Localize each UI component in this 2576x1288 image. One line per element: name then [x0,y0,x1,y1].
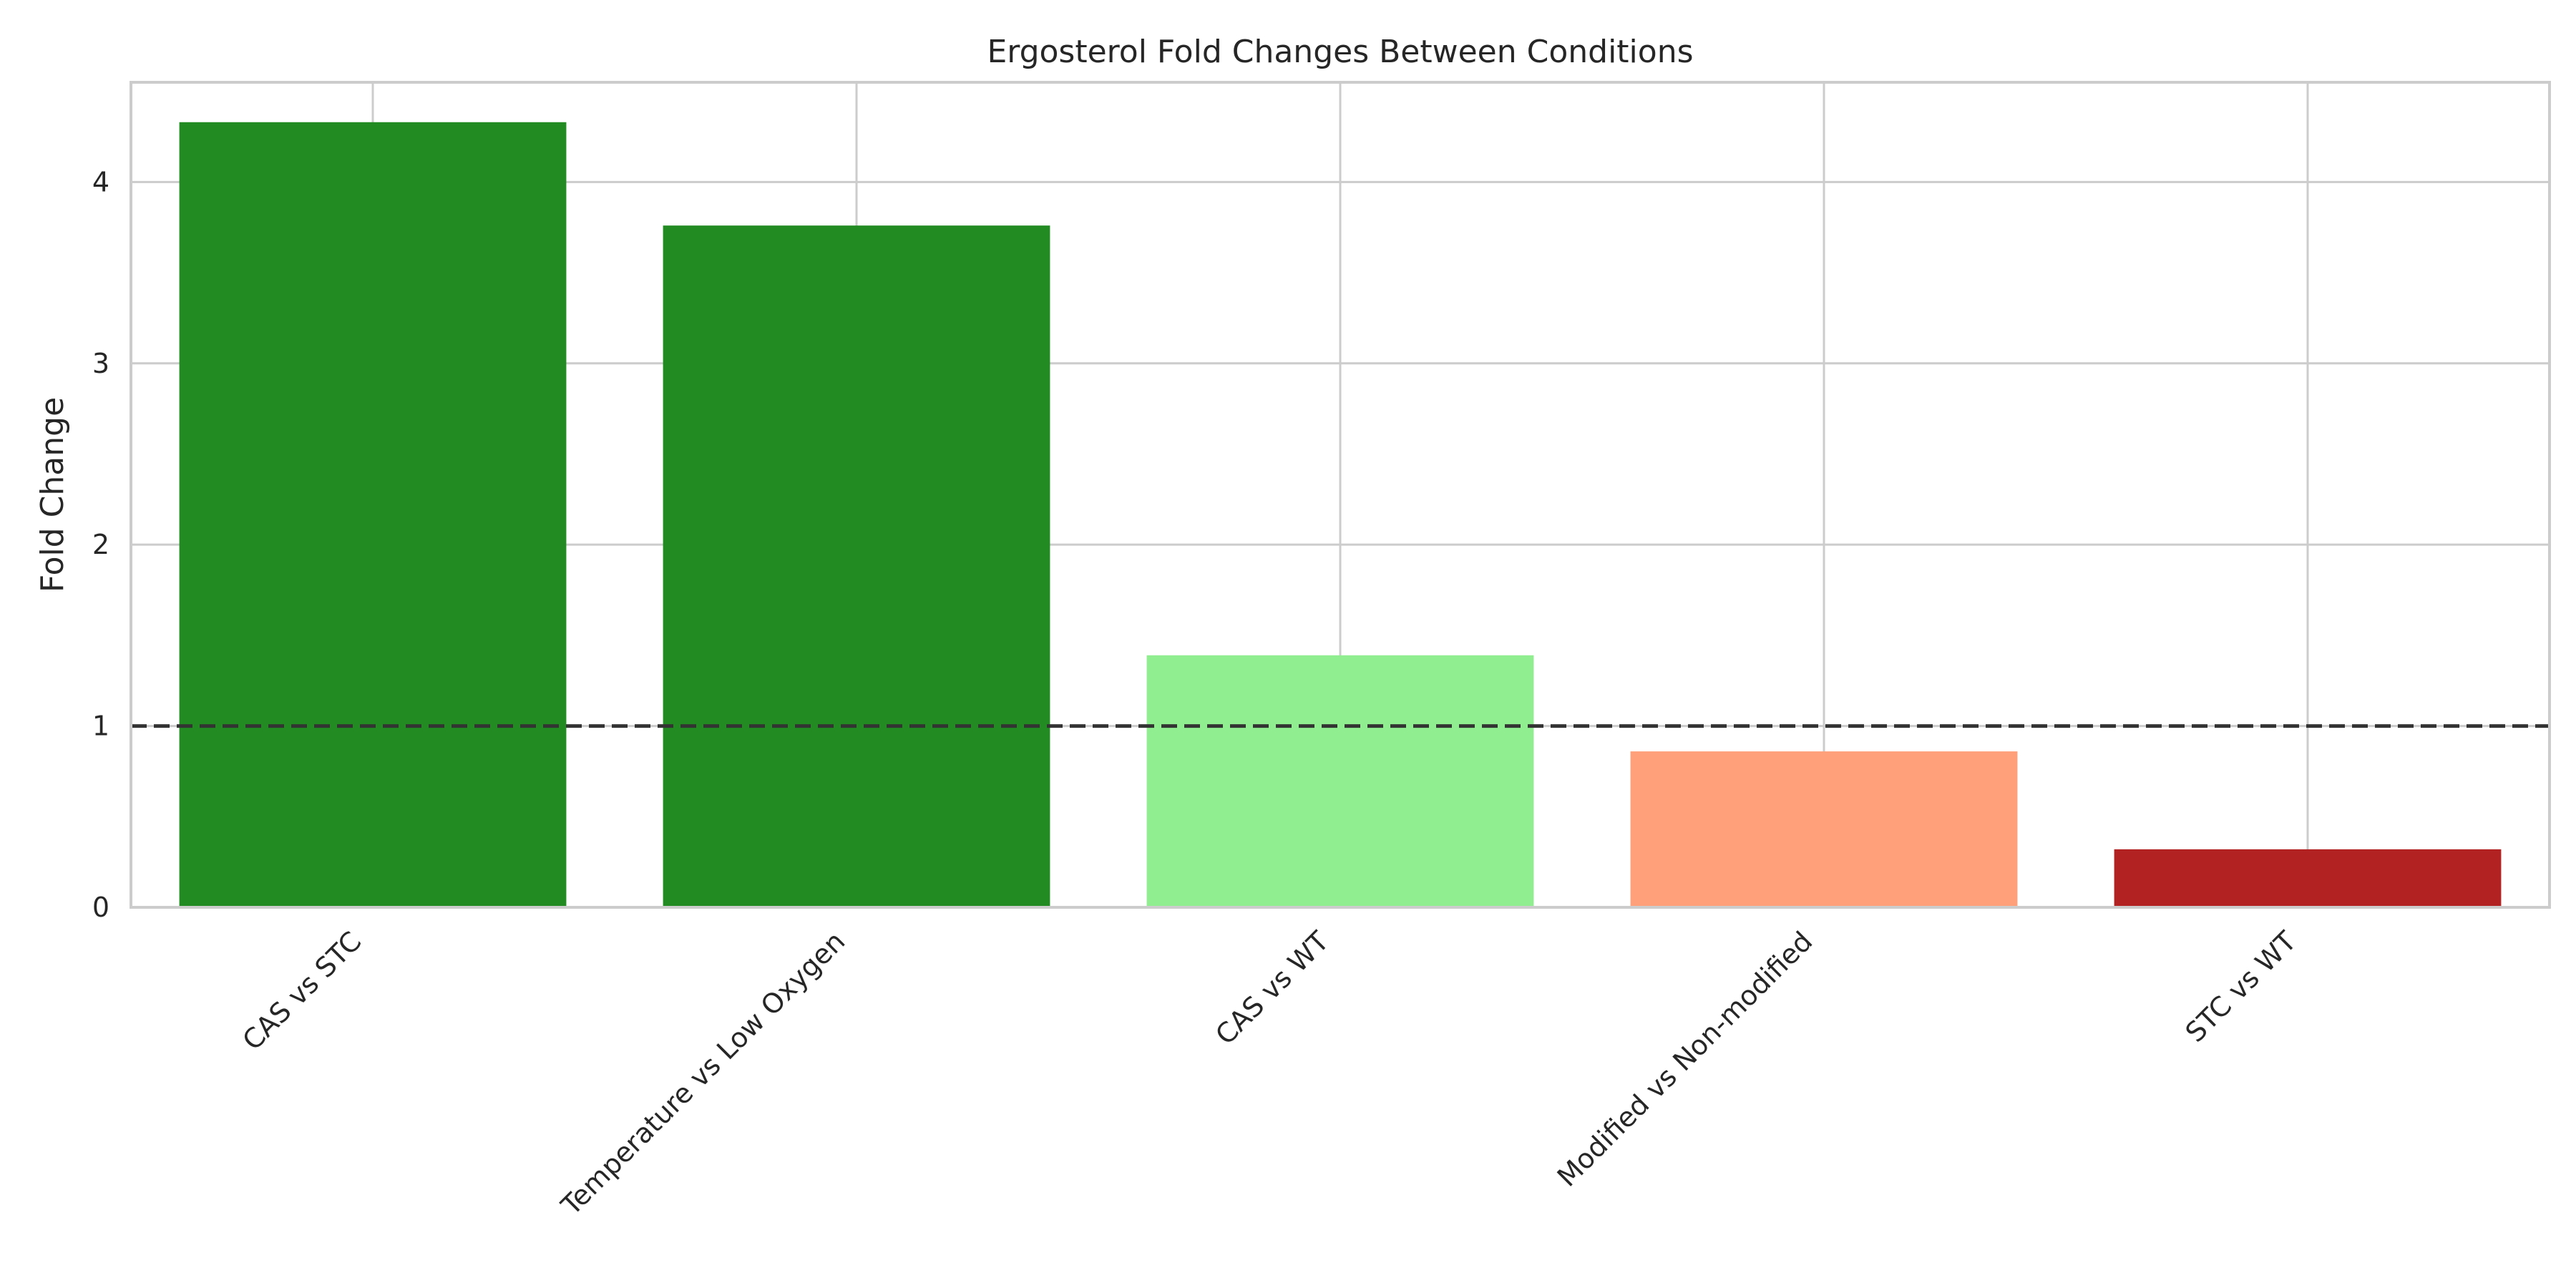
chart-title: Ergosterol Fold Changes Between Conditio… [987,34,1693,70]
bar [663,225,1050,907]
y-axis-label: Fold Change [34,397,71,592]
x-tick-label: Modified vs Non-modified [1551,925,1819,1193]
y-tick-label: 4 [92,166,109,197]
x-tick-label: STC vs WT [2180,925,2303,1048]
x-tick-label: CAS vs WT [1209,925,1335,1051]
bar [2114,849,2502,907]
y-tick-label: 3 [92,348,109,379]
bar [1630,751,2018,907]
bar [179,122,567,907]
y-tick-label: 0 [92,892,109,923]
bars [179,122,2502,907]
y-tick-label: 2 [92,529,109,560]
plot-frame [130,81,2551,909]
y-tick-labels: 0 1 2 3 4 [92,166,109,923]
bar [1146,655,1534,907]
x-tick-labels: CAS vs STC Temperature vs Low Oxygen CAS v… [236,925,2303,1222]
x-tick-label: Temperature vs Low Oxygen [555,925,851,1221]
x-tick-label: CAS vs STC [236,925,367,1056]
y-tick-label: 1 [92,711,109,742]
